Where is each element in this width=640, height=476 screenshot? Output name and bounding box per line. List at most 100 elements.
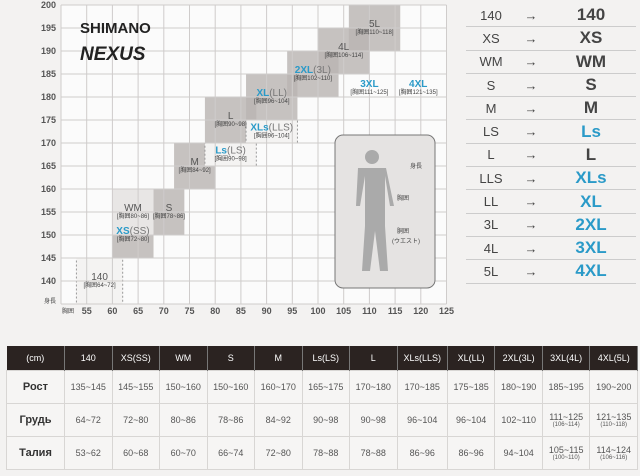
- y-tick-label: 190: [41, 46, 56, 56]
- cell-value: 86~96: [458, 447, 484, 458]
- table-cell: 185~195: [541, 369, 591, 404]
- table-cell: 60~68: [111, 435, 160, 470]
- cell-value: 94~104: [503, 447, 534, 458]
- ru-size: XLs: [575, 168, 607, 188]
- table-cell: 135~145: [64, 369, 113, 404]
- x-tick-label: 55: [82, 306, 92, 316]
- column-header: M: [254, 346, 303, 370]
- mapping-row: WM → WM: [466, 51, 636, 74]
- x-tick-label: 85: [236, 306, 246, 316]
- cell-sub-value: (106~116): [600, 454, 628, 461]
- cell-sub-value: (106~114): [552, 421, 580, 428]
- column-header: WM: [159, 346, 208, 370]
- table-cell: 150~160: [159, 369, 208, 404]
- cell-value: 64~72: [75, 414, 101, 425]
- size-box-chest: [胸囲78~86]: [153, 212, 186, 220]
- size-box-chest: [胸囲90~98]: [215, 120, 248, 128]
- size-box-chest: [胸囲110~118]: [356, 28, 394, 36]
- cell-value: 165~175: [308, 381, 344, 392]
- row-header: Грудь: [6, 402, 65, 437]
- x-tick-label: 90: [262, 306, 272, 316]
- jp-size: XS: [482, 30, 500, 46]
- chest-label: 胸囲: [397, 194, 409, 202]
- cell-value: 78~88: [313, 447, 339, 458]
- y-tick-label: 140: [41, 276, 56, 286]
- table-cell: 96~104: [396, 402, 448, 437]
- mapping-row: 5L → 4XL: [466, 260, 636, 284]
- table-cell: 72~80: [111, 402, 160, 437]
- cell-value: 86~96: [409, 447, 435, 458]
- nexus-logo: NEXUS: [80, 44, 146, 65]
- column-header: XL(LL): [447, 346, 496, 370]
- table-cell: 180~190: [494, 369, 543, 404]
- cell-value: 114~124: [596, 444, 632, 455]
- size-box-chest: [胸囲96~104]: [254, 132, 290, 140]
- mapping-row: M → M: [466, 97, 636, 121]
- y-tick-label: 150: [41, 230, 56, 240]
- size-box-label: WM: [124, 203, 142, 214]
- table-cell: 170~185: [396, 369, 448, 404]
- mapping-row: 4L → 3XL: [466, 237, 636, 261]
- x-tick-label: 80: [210, 306, 220, 316]
- arrow-icon: →: [524, 170, 538, 186]
- mapping-row: LL → XL: [466, 190, 636, 214]
- cell-sub-value: (110~118): [600, 421, 628, 428]
- cell-value: 84~92: [265, 414, 291, 425]
- size-box-label: XLs(LLS): [250, 123, 293, 134]
- mapping-row: LLS → XLs: [466, 167, 636, 191]
- size-box-label: 140: [91, 272, 108, 283]
- cell-value: 160~170: [260, 381, 296, 392]
- table-cell: 145~155: [111, 369, 160, 404]
- x-tick-label: 95: [287, 306, 297, 316]
- x-tick-label: 105: [336, 306, 351, 316]
- x-tick-label: 70: [159, 306, 169, 316]
- ru-size: 3XL: [575, 238, 607, 258]
- size-box-label: 4L: [338, 42, 350, 53]
- jp-size: 140: [480, 7, 502, 23]
- cell-value: 150~160: [213, 381, 249, 392]
- column-header: 140: [64, 346, 113, 370]
- table-cell: 66~74: [206, 435, 255, 470]
- table-cell: 170~180: [349, 369, 398, 404]
- arrow-icon: →: [524, 147, 538, 163]
- size-box-chest: [胸囲90~98]: [215, 155, 248, 163]
- size-table: (cm) 140 XS(SS) WM S M Ls(LS) L XLs(LLS) XL(LL) 2X…: [6, 346, 638, 470]
- x-tick-label: 60: [107, 306, 117, 316]
- column-header: 2XL(3L): [494, 346, 543, 370]
- table-cell: 60~70: [159, 435, 208, 470]
- person-icon: [356, 168, 394, 271]
- ru-size: M: [583, 98, 599, 118]
- table-cell: 121~135 (110~118): [589, 402, 638, 437]
- jp-size: M: [485, 100, 497, 116]
- size-box-chest: [胸囲102~110]: [294, 74, 333, 82]
- table-cell: 64~72: [64, 402, 113, 437]
- jp-size: LLS: [479, 170, 503, 186]
- ru-size: 4XL: [575, 261, 607, 281]
- ru-size: L: [585, 144, 597, 164]
- y-tick-label: 185: [41, 69, 56, 79]
- ru-size: XS: [579, 28, 603, 48]
- y-tick-label: 145: [41, 253, 56, 263]
- cell-value: 190~200: [596, 381, 632, 392]
- table-cell: 102~110: [494, 402, 543, 437]
- cell-value: 102~110: [501, 414, 536, 425]
- ru-size: XL: [580, 191, 602, 211]
- waist-sub-label: (ウエスト): [392, 237, 420, 245]
- table-cell: 78~88: [349, 435, 398, 470]
- size-box-chest: [胸囲84~92]: [179, 166, 212, 174]
- ru-size: 140: [576, 5, 606, 25]
- ru-size: S: [585, 75, 597, 95]
- arrow-icon: →: [524, 30, 538, 46]
- cell-sub-value: (100~110): [552, 454, 580, 461]
- table-cell: 53~62: [64, 435, 113, 470]
- arrow-icon: →: [524, 100, 538, 116]
- cell-value: 175~185: [453, 381, 489, 392]
- x-tick-label: 100: [310, 306, 325, 316]
- cell-value: 90~98: [313, 414, 339, 425]
- mapping-row: 3L → 2XL: [466, 214, 636, 237]
- cell-value: 105~115: [548, 444, 584, 455]
- table-cell: 105~115 (100~110): [541, 435, 591, 470]
- cell-value: 60~68: [123, 447, 149, 458]
- size-mapping-list: 140 → 140 XS → XS WM → WM S → S M → M LS → Ls L → L LLS → XLs LL…: [466, 4, 636, 284]
- table-cell: 78~86: [206, 402, 255, 437]
